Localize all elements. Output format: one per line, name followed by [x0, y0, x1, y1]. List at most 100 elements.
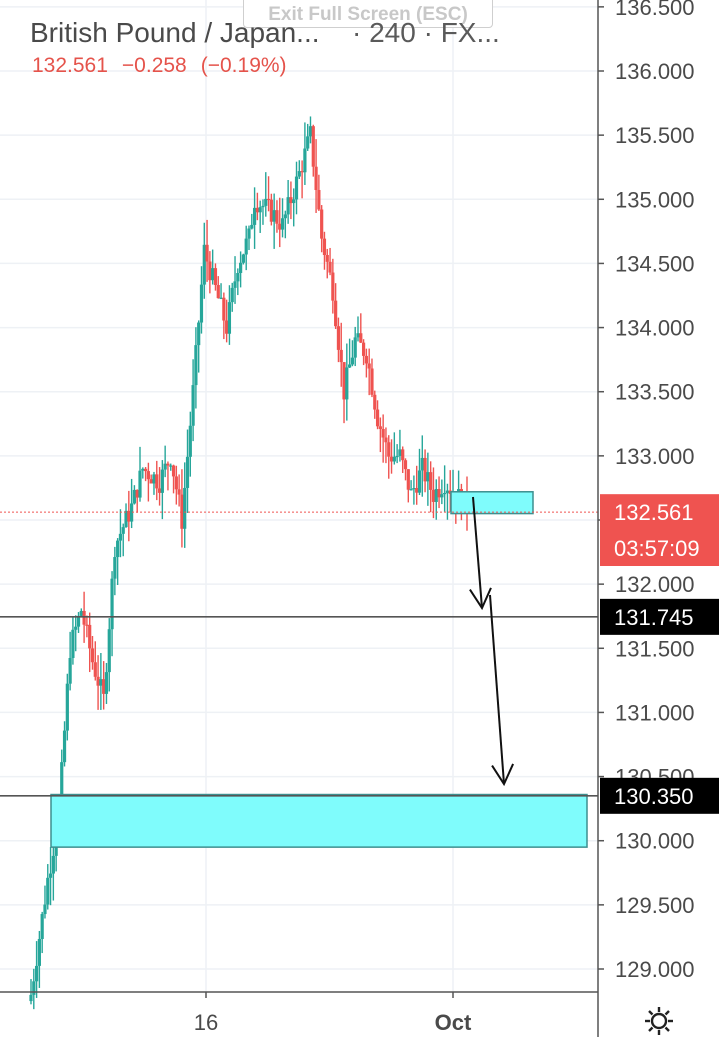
candle-body — [325, 255, 329, 262]
candle-body — [278, 223, 282, 230]
candle-body — [227, 302, 232, 334]
projection-arrow-1-head — [469, 587, 492, 611]
candle-body — [345, 367, 349, 400]
candle-body — [255, 207, 259, 213]
symbol-interval-source[interactable]: · 240 · FX... — [352, 17, 500, 48]
candle-body — [43, 904, 47, 915]
y-tick-label: 130.000 — [615, 829, 695, 854]
candle-body — [113, 557, 117, 579]
x-tick-label: Oct — [435, 1010, 472, 1035]
price-tag-bg — [600, 598, 719, 635]
candle-body — [163, 463, 167, 470]
candle-body — [378, 426, 382, 430]
candle-body — [65, 683, 69, 731]
demand-zone-large — [50, 793, 588, 848]
candle-body — [205, 244, 209, 262]
candle-body — [398, 449, 402, 456]
candle-body — [437, 489, 441, 498]
candle-body — [250, 224, 254, 229]
candle-body — [171, 465, 176, 477]
price-change-pct: (−0.19%) — [200, 54, 287, 77]
candle-body — [375, 409, 380, 427]
candle-body — [96, 676, 100, 686]
candle-body — [110, 578, 114, 630]
symbol-title[interactable]: British Pound / Japan... — [30, 17, 320, 48]
candle-body — [434, 489, 438, 502]
price-tag: 131.745 — [600, 598, 719, 635]
price-tag: 130.350 — [600, 777, 719, 814]
candle-body — [342, 362, 346, 400]
candle-body — [429, 472, 433, 490]
candle-body — [138, 470, 142, 498]
candle-body — [174, 476, 178, 490]
candle-body — [269, 199, 273, 222]
candle-body — [367, 363, 371, 369]
candle-body — [381, 429, 385, 438]
candle-body — [199, 284, 204, 323]
candle-body — [188, 425, 192, 457]
candle-body — [331, 272, 335, 301]
candle-body — [373, 394, 377, 410]
candle-body — [146, 471, 150, 480]
candle-body — [387, 442, 391, 457]
candle-body — [185, 456, 190, 488]
candle-body — [62, 730, 67, 763]
candle-body — [236, 273, 240, 282]
candle-body — [149, 479, 153, 484]
candle-body — [208, 261, 212, 281]
candle-body — [71, 629, 75, 658]
candle-body — [79, 610, 83, 616]
x-tick-label: 16 — [194, 1010, 218, 1035]
candle-body — [130, 503, 134, 522]
y-tick-label: 136.500 — [615, 0, 695, 20]
candle-body — [286, 197, 290, 215]
candle-body — [102, 679, 106, 694]
price-tag-label: 132.561 — [614, 500, 694, 525]
price-tag-label: 03:57:09 — [614, 536, 700, 561]
candle-body — [118, 533, 123, 541]
candle-body — [440, 494, 444, 498]
settings-button[interactable] — [640, 1004, 678, 1038]
y-tick-label: 129.500 — [615, 893, 695, 918]
candle-body — [409, 489, 413, 491]
exit-fullscreen-button[interactable]: Exit Full Screen (ESC) — [243, 0, 493, 28]
candle-body — [292, 199, 296, 204]
y-tick-label: 132.000 — [615, 572, 695, 597]
candle-body — [29, 994, 33, 1002]
candle-body — [353, 337, 357, 358]
projection-arrow-2 — [489, 594, 505, 785]
candle-body — [364, 355, 368, 364]
candle-body — [392, 456, 396, 462]
candle-body — [406, 469, 410, 490]
candle-body — [143, 468, 148, 472]
candle-body — [191, 385, 195, 426]
candle-body — [132, 489, 137, 504]
candle-body — [297, 171, 301, 177]
candle-body — [420, 457, 424, 471]
candle-body — [60, 762, 64, 812]
y-tick-label: 131.500 — [615, 636, 695, 661]
candle-body — [283, 214, 287, 219]
candle-body — [443, 492, 447, 495]
candle-body — [239, 262, 243, 274]
y-tick-label: 135.000 — [615, 187, 695, 212]
candle-body — [348, 364, 352, 368]
candle-body — [311, 126, 315, 167]
candle-body — [213, 268, 218, 286]
candle-body — [389, 456, 394, 462]
candle-body — [233, 281, 237, 288]
candle-body — [431, 489, 436, 502]
candle-body — [317, 189, 321, 210]
candle-body — [51, 855, 55, 874]
candle-body — [37, 938, 41, 966]
y-tick-label: 135.500 — [615, 123, 695, 148]
candle-body — [306, 136, 310, 149]
candle-body — [230, 287, 234, 303]
candle-body — [384, 437, 388, 443]
candle-body — [423, 457, 427, 482]
candle-body — [417, 470, 422, 493]
candle-body — [183, 487, 187, 529]
candle-body — [177, 489, 181, 495]
candle-body — [300, 171, 304, 173]
